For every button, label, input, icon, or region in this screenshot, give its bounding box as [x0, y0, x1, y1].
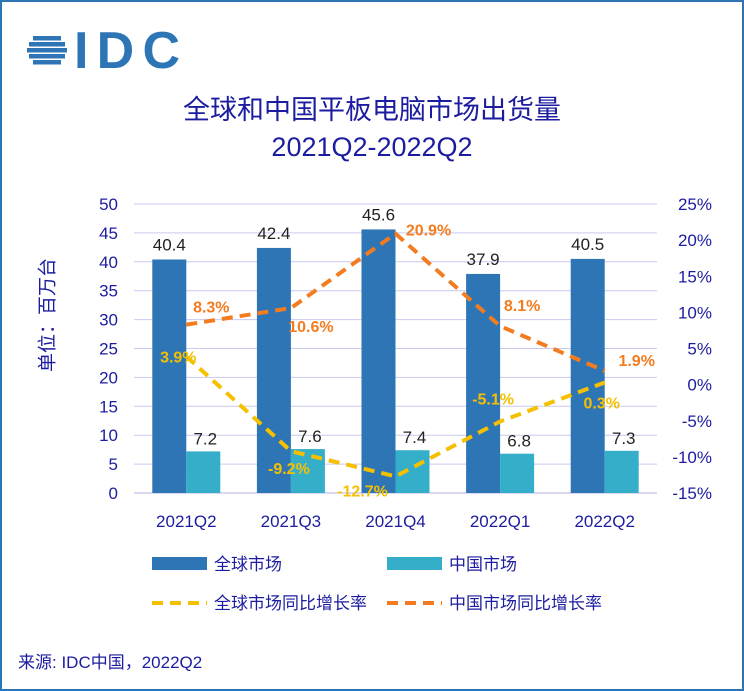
y-tick-label: 20 — [99, 368, 118, 387]
x-tick-label: 2021Q3 — [261, 512, 322, 531]
y-tick-label: 25 — [99, 340, 118, 359]
y2-tick-label: -15% — [672, 484, 712, 503]
y-tick-label: 15 — [99, 397, 118, 416]
y-tick-label: 50 — [99, 195, 118, 214]
legend-label: 中国市场同比增长率 — [449, 594, 602, 613]
global-bar — [361, 229, 396, 493]
china-value-label: 6.8 — [507, 432, 531, 451]
global-bar — [570, 258, 605, 493]
legend-label: 全球市场同比增长率 — [214, 594, 367, 613]
legend-swatch — [152, 557, 207, 570]
global-growth-label: -5.1% — [472, 391, 514, 408]
logo-text: IDC — [74, 22, 180, 80]
global-growth-line — [184, 354, 606, 479]
idc-logo: IDC — [27, 22, 180, 80]
y-tick-label: 45 — [99, 224, 118, 243]
y2-tick-label: -5% — [682, 412, 712, 431]
china-growth-label: 8.3% — [193, 300, 229, 317]
y-tick-label: 10 — [99, 426, 118, 445]
logo-stripe — [27, 48, 67, 53]
global-growth-label: 3.9% — [160, 349, 196, 366]
chart-subtitle: 2021Q2-2022Q2 — [271, 132, 473, 162]
y2-tick-label: 20% — [678, 231, 712, 250]
global-value-label: 45.6 — [362, 205, 395, 224]
china-growth-label: 20.9% — [406, 223, 451, 240]
global-growth-label: 0.3% — [583, 395, 619, 412]
global-bar — [256, 247, 291, 493]
legend-label: 中国市场 — [449, 555, 517, 574]
y-tick-label: 40 — [99, 253, 118, 272]
china-growth-label: 10.6% — [288, 319, 333, 336]
china-value-label: 7.6 — [298, 427, 322, 446]
global-bar — [466, 273, 501, 493]
x-tick-label: 2021Q4 — [365, 512, 426, 531]
y-tick-label: 35 — [99, 282, 118, 301]
y2-tick-label: 0% — [687, 376, 712, 395]
x-tick-label: 2022Q1 — [470, 512, 531, 531]
global-value-label: 42.4 — [257, 224, 290, 243]
y2-tick-label: 25% — [678, 195, 712, 214]
y-tick-label: 0 — [109, 484, 118, 503]
china-bar — [604, 450, 639, 493]
y2-tick-label: -10% — [672, 448, 712, 467]
legend-swatch — [387, 557, 442, 570]
y-tick-label: 30 — [99, 311, 118, 330]
china-value-label: 7.4 — [403, 428, 427, 447]
y-axis-title: 单位：百万台 — [37, 257, 59, 373]
global-value-label: 40.5 — [571, 235, 604, 254]
china-value-label: 7.2 — [193, 429, 217, 448]
global-growth-label: -12.7% — [337, 483, 388, 500]
logo-stripe — [29, 54, 65, 59]
logo-stripe — [33, 36, 61, 41]
global-value-label: 37.9 — [467, 250, 500, 269]
global-bar — [152, 259, 187, 493]
y-tick-label: 5 — [109, 455, 118, 474]
y2-tick-label: 5% — [687, 340, 712, 359]
global-growth-label: -9.2% — [268, 461, 310, 478]
x-tick-label: 2021Q2 — [156, 512, 217, 531]
china-growth-label: 8.1% — [504, 298, 540, 315]
y2-tick-label: 10% — [678, 303, 712, 322]
china-bar — [186, 451, 221, 493]
y2-tick-label: 15% — [678, 267, 712, 286]
logo-stripe — [33, 60, 61, 65]
china-value-label: 7.3 — [612, 429, 636, 448]
china-growth-label: 1.9% — [618, 353, 654, 370]
legend-label: 全球市场 — [214, 555, 282, 574]
source-note: 来源: IDC中国，2022Q2 — [18, 653, 203, 672]
x-tick-label: 2022Q2 — [574, 512, 635, 531]
china-bar — [500, 453, 535, 493]
chart-title: 全球和中国平板电脑市场出货量 — [183, 95, 561, 125]
global-value-label: 40.4 — [153, 235, 186, 254]
logo-stripe — [29, 42, 65, 47]
china-growth-line — [185, 231, 606, 373]
